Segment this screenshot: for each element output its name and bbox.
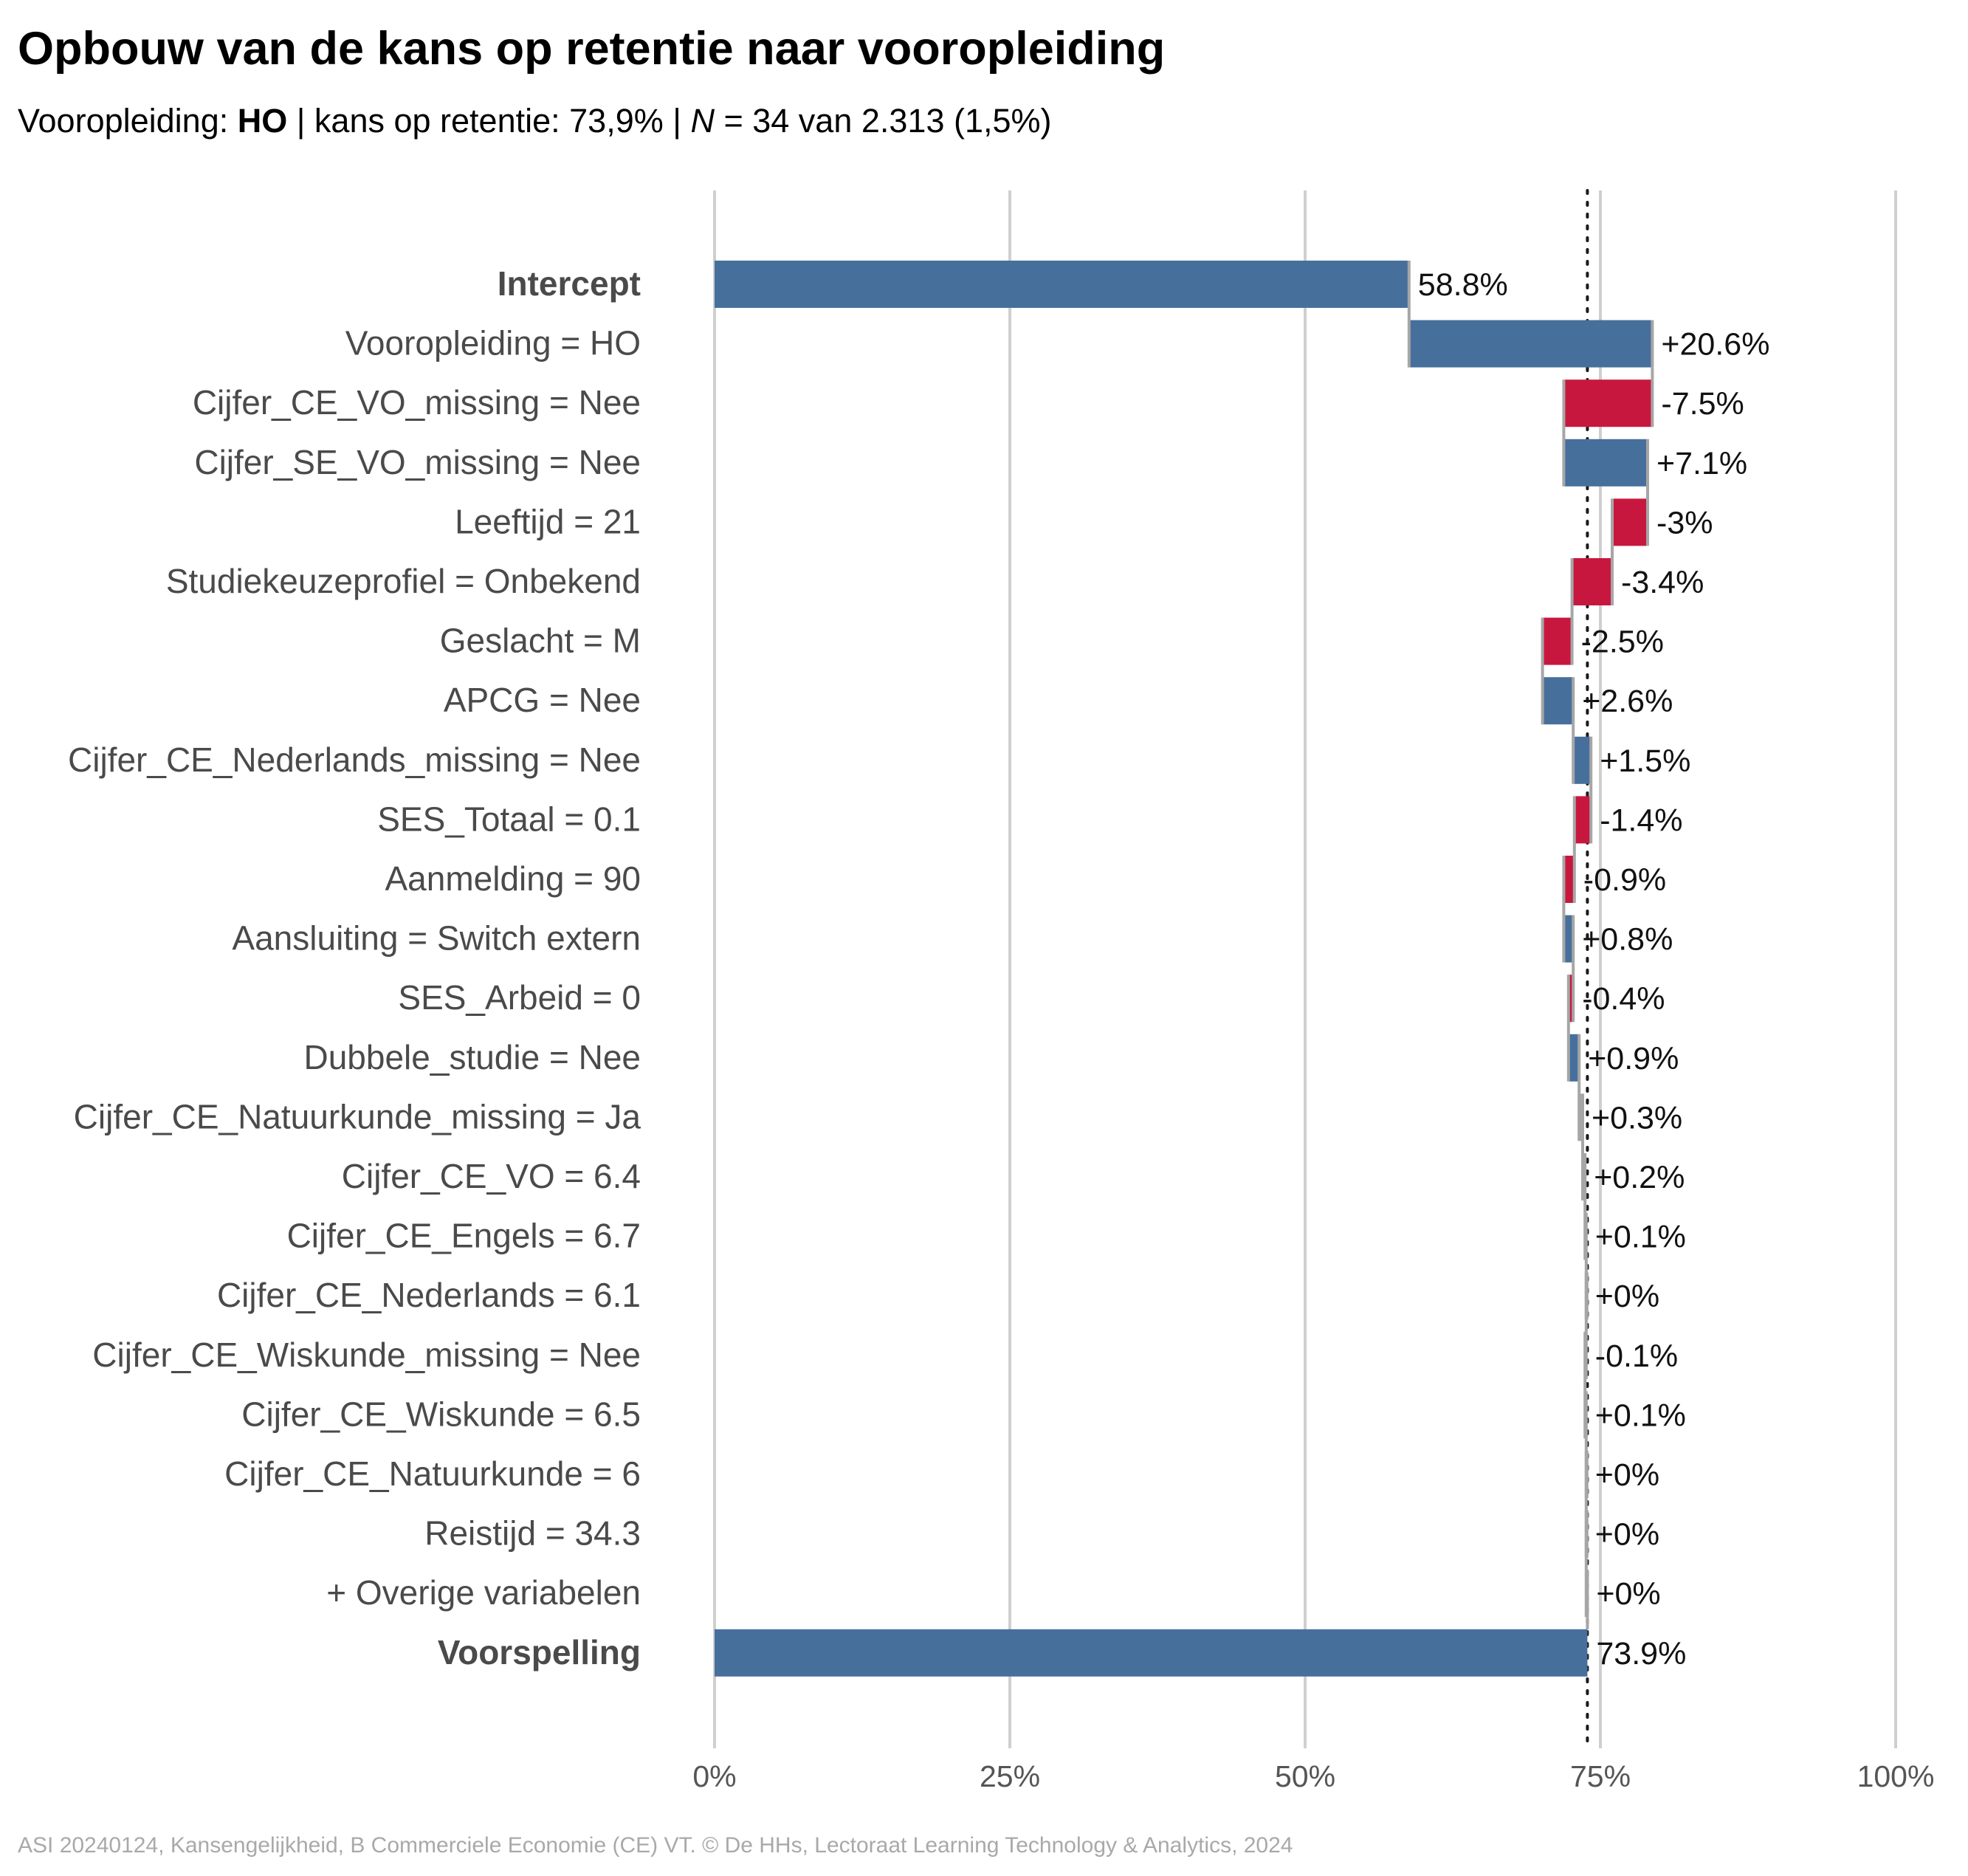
waterfall-bar bbox=[1612, 498, 1648, 546]
x-tick-label: 0% bbox=[692, 1759, 736, 1793]
value-label: +0% bbox=[1595, 1279, 1659, 1314]
category-label: Vooropleiding = HO bbox=[345, 324, 641, 363]
category-label: SES_Totaal = 0.1 bbox=[377, 800, 641, 838]
waterfall-bar bbox=[1568, 1034, 1580, 1082]
value-label: +7.1% bbox=[1656, 446, 1747, 481]
value-label: +0.3% bbox=[1592, 1100, 1682, 1135]
value-label: +0% bbox=[1595, 1457, 1659, 1493]
category-label: Cijfer_CE_Wiskunde_missing = Nee bbox=[92, 1336, 641, 1374]
value-label: -0.9% bbox=[1583, 862, 1666, 898]
value-label: +0.9% bbox=[1588, 1041, 1679, 1076]
category-label: Cijfer_CE_Wiskunde = 6.5 bbox=[241, 1395, 641, 1433]
subtitle-group: HO bbox=[237, 102, 288, 140]
category-label: Cijfer_CE_Natuurkunde = 6 bbox=[224, 1454, 641, 1493]
value-label: +0.1% bbox=[1595, 1398, 1686, 1433]
waterfall-bar bbox=[1542, 617, 1572, 665]
waterfall-bar bbox=[1573, 736, 1592, 784]
value-label: +1.5% bbox=[1600, 743, 1690, 779]
chart-title: Opbouw van de kans op retentie naar voor… bbox=[18, 23, 1166, 75]
value-label: -3% bbox=[1656, 505, 1713, 540]
subtitle-n-text: = 34 van 2.313 (1,5%) bbox=[714, 102, 1052, 140]
value-label: -0.1% bbox=[1595, 1339, 1678, 1374]
value-label: +0% bbox=[1595, 1517, 1659, 1553]
category-label: + Overige variabelen bbox=[326, 1573, 641, 1612]
category-label: SES_Arbeid = 0 bbox=[398, 978, 641, 1017]
category-label: Geslacht = M bbox=[440, 622, 641, 660]
x-tick-label: 75% bbox=[1570, 1759, 1631, 1793]
category-label: Cijfer_CE_VO = 6.4 bbox=[342, 1157, 641, 1195]
waterfall-bar bbox=[1563, 856, 1575, 903]
category-label: Cijfer_CE_Nederlands = 6.1 bbox=[217, 1276, 641, 1314]
waterfall-bar bbox=[715, 1629, 1588, 1677]
grid-layer bbox=[713, 190, 1897, 1748]
value-label: +20.6% bbox=[1661, 327, 1769, 363]
waterfall-bar bbox=[1563, 439, 1648, 487]
category-label: Voorspelling bbox=[438, 1633, 641, 1671]
waterfall-bar bbox=[715, 261, 1409, 308]
category-label: Reistijd = 34.3 bbox=[424, 1514, 641, 1553]
category-label: Cijfer_CE_VO_missing = Nee bbox=[193, 383, 641, 422]
category-label: APCG = Nee bbox=[444, 681, 641, 719]
subtitle-probability: 73,9% bbox=[569, 102, 664, 140]
value-label: +0.2% bbox=[1594, 1160, 1685, 1195]
footer-caption: ASI 20240124, Kansengelijkheid, B Commer… bbox=[18, 1833, 1293, 1858]
chart-subtitle: Vooropleiding: HO | kans op retentie: 73… bbox=[18, 102, 1052, 140]
waterfall-bar bbox=[1563, 915, 1574, 963]
category-label: Cijfer_CE_Engels = 6.7 bbox=[287, 1217, 641, 1255]
category-label: Aanmelding = 90 bbox=[385, 859, 641, 898]
subtitle-prefix: Vooropleiding: bbox=[18, 102, 238, 140]
value-label: 58.8% bbox=[1418, 267, 1508, 303]
value-label: +0% bbox=[1596, 1576, 1660, 1612]
category-label: Aansluiting = Switch extern bbox=[232, 919, 641, 958]
category-label: Leeftijd = 21 bbox=[455, 502, 641, 540]
value-label: +2.6% bbox=[1582, 684, 1673, 719]
category-label: Intercept bbox=[498, 264, 641, 303]
category-label: Cijfer_SE_VO_missing = Nee bbox=[194, 443, 641, 481]
value-label: +0.1% bbox=[1595, 1220, 1686, 1255]
category-label: Cijfer_CE_Nederlands_missing = Nee bbox=[68, 741, 641, 779]
x-tick-label: 25% bbox=[980, 1759, 1040, 1793]
subtitle-sep1: | kans op retentie: bbox=[287, 102, 570, 140]
value-label: 73.9% bbox=[1596, 1636, 1686, 1671]
category-label: Studiekeuzeprofiel = Onbekend bbox=[166, 562, 641, 600]
x-tick-label: 100% bbox=[1857, 1759, 1935, 1793]
value-label: -0.4% bbox=[1582, 981, 1665, 1017]
waterfall-bar bbox=[1542, 677, 1574, 725]
x-tick-label: 50% bbox=[1275, 1759, 1335, 1793]
subtitle-sep2: | bbox=[663, 102, 691, 140]
value-label: -7.5% bbox=[1661, 386, 1744, 422]
label-layer: Intercept 58.8% Vooropleiding = HO +20.6% Ci… bbox=[68, 264, 1769, 1671]
waterfall-bar bbox=[1574, 796, 1592, 844]
waterfall-bar bbox=[1563, 379, 1653, 427]
tick-layer: 0% 25% 50% 75% 100% bbox=[692, 1759, 1934, 1793]
waterfall-bar bbox=[1568, 975, 1574, 1023]
category-label: Dubbele_studie = Nee bbox=[304, 1038, 641, 1076]
value-label: -3.4% bbox=[1621, 565, 1704, 600]
waterfall-bar bbox=[1579, 1093, 1583, 1141]
subtitle-n-symbol: N bbox=[690, 102, 715, 140]
category-label: Cijfer_CE_Natuurkunde_missing = Ja bbox=[74, 1097, 641, 1135]
value-label: -1.4% bbox=[1600, 803, 1682, 838]
waterfall-bar bbox=[1408, 320, 1653, 368]
bar-layer bbox=[715, 261, 1654, 1677]
value-label: -2.5% bbox=[1581, 625, 1664, 660]
waterfall-bar bbox=[1572, 558, 1612, 605]
value-label: +0.8% bbox=[1582, 922, 1673, 958]
